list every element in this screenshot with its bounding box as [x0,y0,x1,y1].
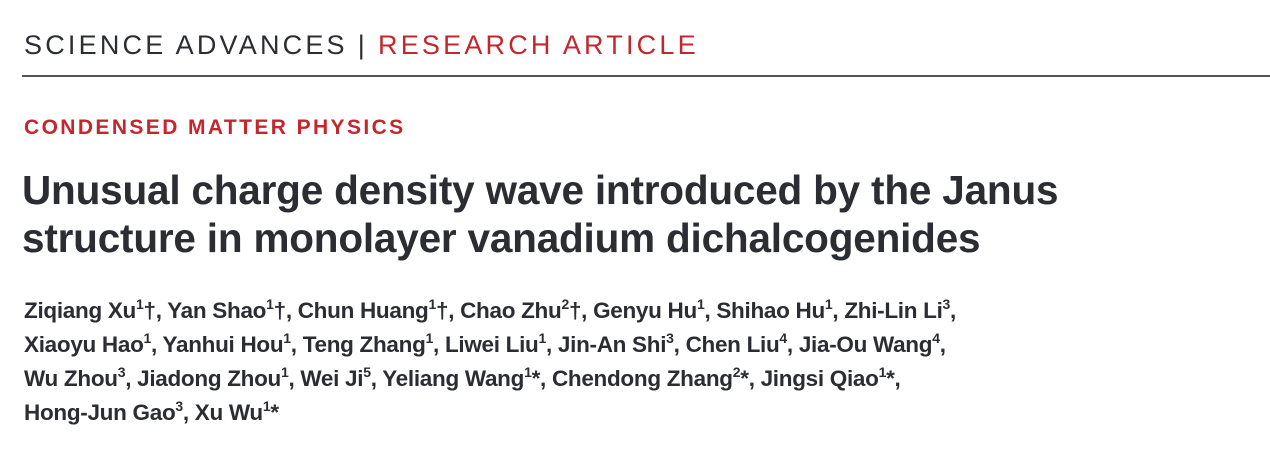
affiliation-sup: 4 [779,330,787,346]
author[interactable]: Shihao Hu1 [716,296,833,323]
author[interactable]: Xu Wu1* [194,398,279,425]
affiliation-sup: 1 [143,330,152,346]
affiliation-sup: 1 [824,296,833,312]
author[interactable]: Zhi-Lin Li3 [844,296,951,323]
corresponding-mark: * [531,366,541,391]
author-list: Ziqiang Xu1†, Yan Shao1†, Chun Huang1†, … [24,294,956,430]
author[interactable]: Yan Shao1† [167,296,287,323]
author[interactable]: Jia-Ou Wang4 [798,330,940,357]
author-name: Chendong Zhang [551,366,733,391]
author[interactable]: Jin-An Shi3 [557,330,674,357]
equal-contribution-mark: † [143,298,157,323]
author-name: Liwei Liu [444,332,539,357]
author-name: Chen Liu [685,332,780,357]
author[interactable]: Teng Zhang1 [302,330,434,357]
author-name: Xu Wu [194,400,263,425]
affiliation-sup: 2 [561,296,569,312]
affiliation-sup: 1 [428,296,436,312]
affiliation-sup: 3 [175,398,183,414]
author-line: Xiaoyu Hao1, Yanhui Hou1, Teng Zhang1, L… [24,330,946,357]
article-type: RESEARCH ARTICLE [378,30,699,60]
author-name: Shihao Hu [716,298,825,323]
author[interactable]: Wei Ji5 [300,364,371,391]
author-name: Genyu Hu [593,298,697,323]
author-name: Teng Zhang [302,332,426,357]
affiliation-sup: 3 [942,296,951,312]
author-name: Wei Ji [300,366,364,391]
author-name: Jiadong Zhou [137,366,281,391]
journal-name: SCIENCE ADVANCES [24,30,348,60]
author-name: Chao Zhu [460,298,562,323]
author-name: Yanhui Hou [162,332,284,357]
author[interactable]: Hong-Jun Gao3 [24,398,183,425]
affiliation-sup: 1 [136,296,144,312]
author-line: Ziqiang Xu1†, Yan Shao1†, Chun Huang1†, … [24,296,956,323]
equal-contribution-mark: † [435,298,449,323]
equal-contribution-mark: † [568,298,582,323]
affiliation-sup: 1 [262,398,271,414]
title-line-2: structure in monolayer vanadium dichalco… [22,215,981,261]
affiliation-sup: 1 [283,330,291,346]
corresponding-mark: * [270,400,279,425]
author-name: Jin-An Shi [557,332,667,357]
masthead-separator: | [357,30,368,60]
author-name: Wu Zhou [24,366,118,391]
author[interactable]: Wu Zhou3 [24,364,126,391]
author-name: Hong-Jun Gao [24,400,176,425]
author[interactable]: Chun Huang1† [297,296,449,323]
affiliation-sup: 1 [266,296,274,312]
corresponding-mark: * [740,366,749,391]
author-name: Yan Shao [167,298,267,323]
affiliation-sup: 1 [524,364,532,380]
author[interactable]: Liwei Liu1 [444,330,547,357]
author-name: Xiaoyu Hao [24,332,144,357]
author[interactable]: Yanhui Hou1 [162,330,292,357]
author[interactable]: Jiadong Zhou1 [137,364,289,391]
affiliation-sup: 3 [666,330,674,346]
affiliation-sup: 4 [932,330,940,346]
affiliation-sup: 1 [425,330,434,346]
author[interactable]: Yeliang Wang1* [382,364,541,391]
author-name: Jia-Ou Wang [798,332,933,357]
author-name: Jingsi Qiao [760,366,879,391]
affiliation-sup: 1 [281,364,289,380]
affiliation-sup: 2 [732,364,741,380]
corresponding-mark: * [886,366,895,391]
author-name: Yeliang Wang [382,366,525,391]
author[interactable]: Chao Zhu2† [460,296,582,323]
affiliation-sup: 5 [363,364,371,380]
author[interactable]: Chen Liu4 [685,330,788,357]
title-line-1: Unusual charge density wave introduced b… [22,167,1059,213]
author[interactable]: Genyu Hu1 [593,296,705,323]
author[interactable]: Jingsi Qiao1* [760,364,895,391]
author-name: Zhi-Lin Li [844,298,943,323]
affiliation-sup: 1 [878,364,887,380]
article-title: Unusual charge density wave introduced b… [22,166,1059,262]
author-name: Chun Huang [297,298,429,323]
author[interactable]: Chendong Zhang2* [551,364,749,391]
affiliation-sup: 1 [538,330,547,346]
subject-section: CONDENSED MATTER PHYSICS [24,116,406,139]
journal-masthead: SCIENCE ADVANCES | RESEARCH ARTICLE [24,30,699,61]
affiliation-sup: 1 [696,296,705,312]
author-name: Ziqiang Xu [24,298,136,323]
equal-contribution-mark: † [273,298,287,323]
author-line: Hong-Jun Gao3, Xu Wu1* [24,398,279,425]
author-line: Wu Zhou3, Jiadong Zhou1, Wei Ji5, Yelian… [24,364,901,391]
author[interactable]: Xiaoyu Hao1 [24,330,152,357]
affiliation-sup: 3 [117,364,126,380]
author[interactable]: Ziqiang Xu1† [24,296,157,323]
header-rule [22,75,1270,77]
